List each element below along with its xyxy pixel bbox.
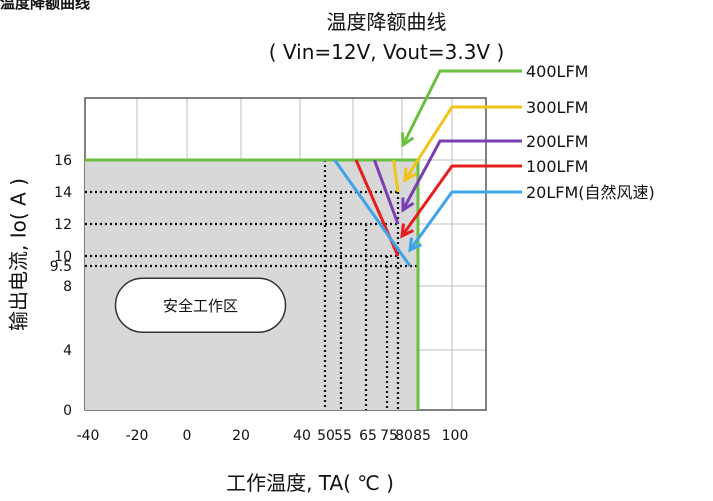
series-line-1 <box>392 159 400 193</box>
x-axis-label: 工作温度, TA( ℃ ) <box>226 471 394 495</box>
y-tick-label-0: 0 <box>63 403 72 419</box>
x-tick-label-11: 100 <box>442 428 469 444</box>
x-tick-label-5: 50 <box>317 428 335 444</box>
x-tick-label-10: 85 <box>413 428 431 444</box>
legend-arrowhead-1 <box>403 167 417 183</box>
series-line-4 <box>333 159 412 267</box>
legend-arrowhead-4 <box>408 237 422 253</box>
legend-leader-4 <box>408 190 522 251</box>
legend-arrowhead-0 <box>401 132 415 148</box>
y-tick-label-6: 14 <box>54 185 72 201</box>
x-tick-label-0: -40 <box>77 428 100 444</box>
safe-area-label: 安全工作区 <box>163 297 238 315</box>
legend-leader-0 <box>401 69 522 146</box>
x-tick-label-7: 65 <box>359 428 377 444</box>
series-line-2 <box>372 159 400 225</box>
chart-title: 温度降额曲线 <box>326 10 447 34</box>
legend-arrowhead-2 <box>401 197 415 213</box>
legend-leader-3 <box>400 164 522 237</box>
x-tick-label-8: 75 <box>380 428 398 444</box>
legend-leader-1 <box>403 105 522 181</box>
legend-label-1: 300LFM <box>526 98 588 117</box>
y-tick-label-2: 8 <box>63 279 72 295</box>
x-tick-label-2: 0 <box>183 428 192 444</box>
legend-label-3: 100LFM <box>526 157 588 176</box>
x-tick-label-1: -20 <box>126 428 149 444</box>
safe-area-capsule <box>114 277 287 333</box>
y-tick-label-5: 12 <box>54 217 72 233</box>
x-tick-label-3: 20 <box>232 428 250 444</box>
y-tick-label-1: 4 <box>63 343 72 359</box>
chart-subtitle: ( Vin=12V, Vout=3.3V ) <box>268 40 505 64</box>
legend-arrowhead-3 <box>400 223 414 239</box>
legend-leader-2 <box>401 139 522 211</box>
x-tick-label-9: 80 <box>395 428 413 444</box>
legend-label-2: 200LFM <box>526 132 588 151</box>
x-tick-label-6: 55 <box>334 428 352 444</box>
y-tick-label-4: 10 <box>54 249 72 265</box>
corner-label: 温度降额曲线 <box>0 0 91 12</box>
x-tick-label-4: 40 <box>293 428 311 444</box>
legend-label-0: 400LFM <box>526 62 588 81</box>
y-tick-label-7: 16 <box>54 153 72 169</box>
legend-label-4: 20LFM(自然风速) <box>526 183 655 202</box>
y-tick-label-3: 9.5 <box>50 259 72 275</box>
